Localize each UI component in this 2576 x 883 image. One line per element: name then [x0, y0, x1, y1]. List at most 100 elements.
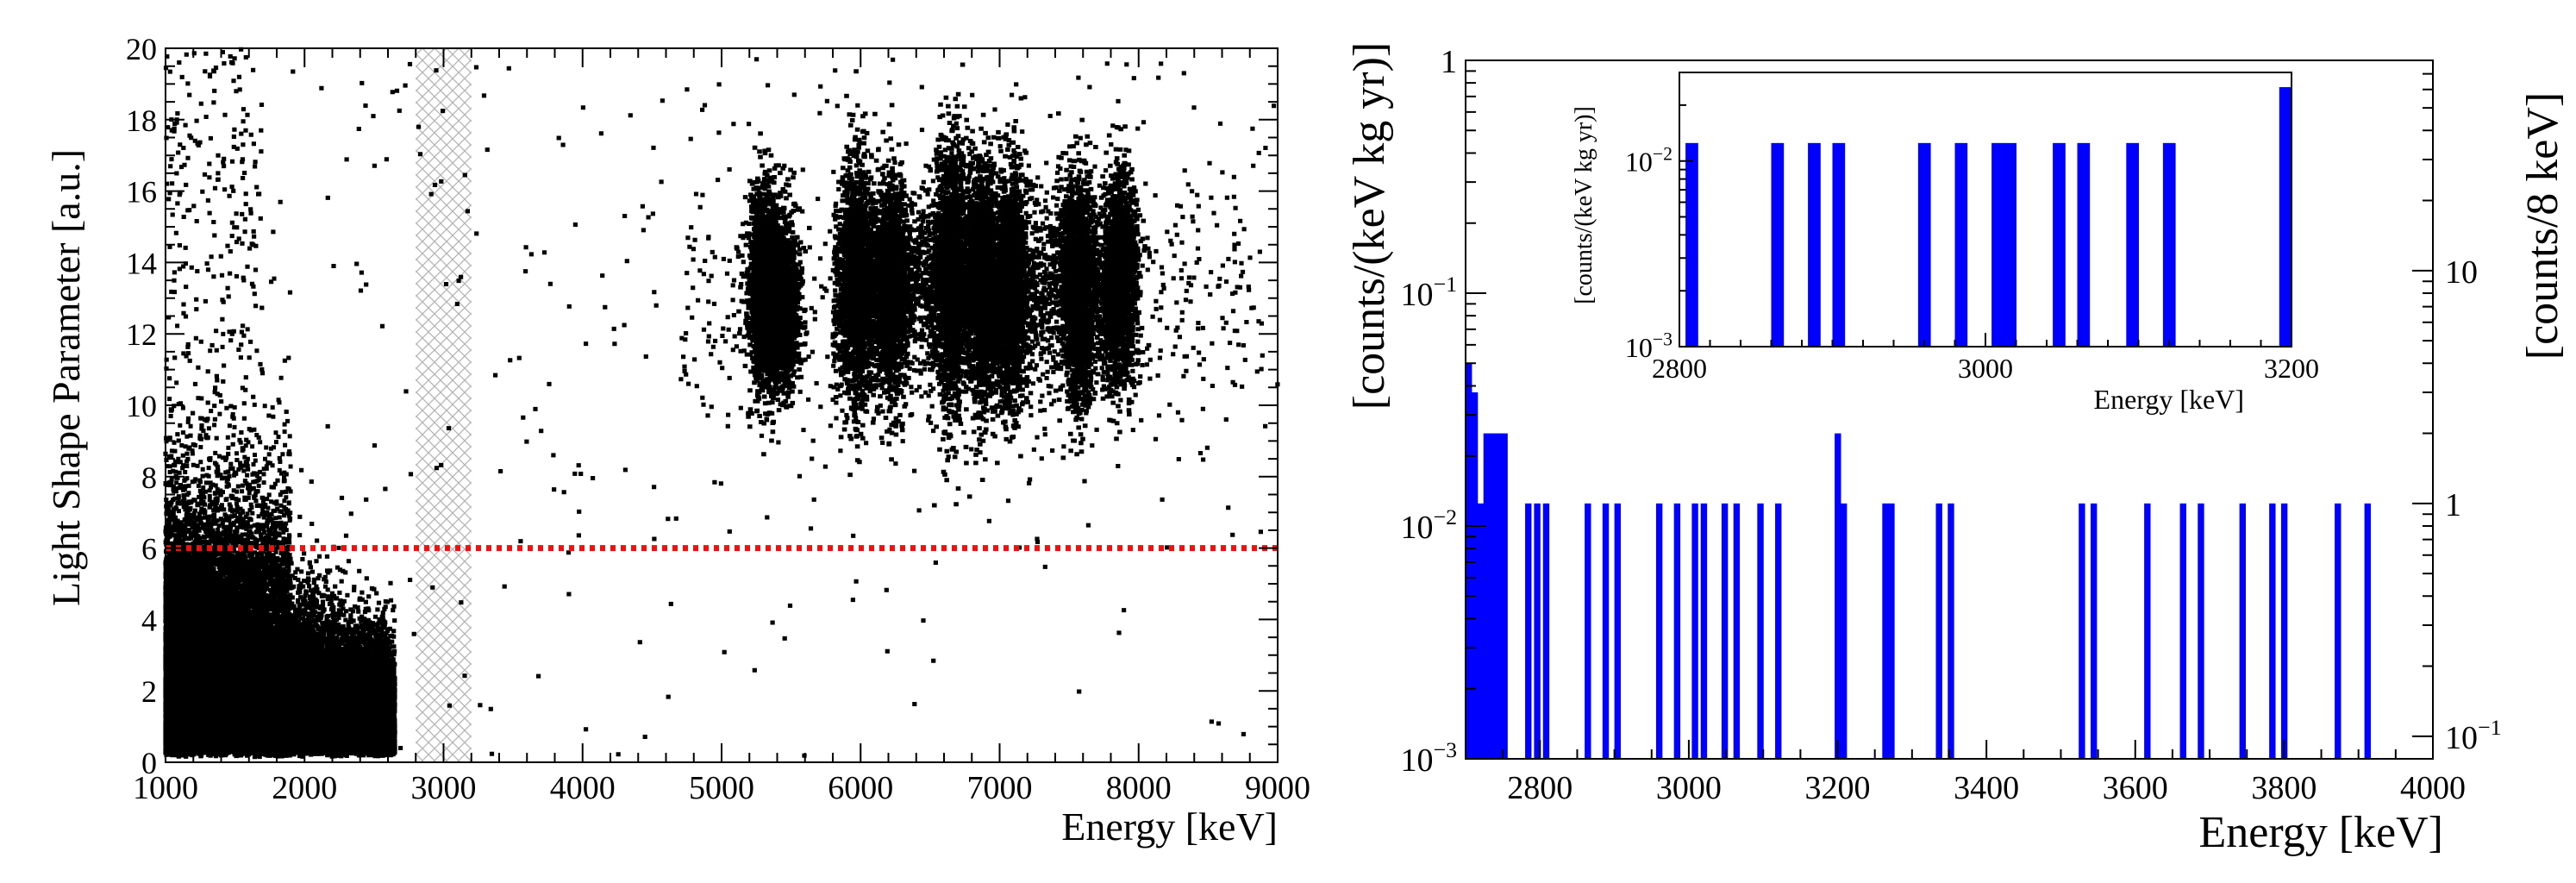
inset-bar	[1954, 142, 1968, 347]
x-tick-label: 7000	[967, 770, 1033, 806]
histogram-bar	[2280, 503, 2288, 759]
histogram-bar	[1602, 503, 1610, 759]
histogram-bar	[1471, 392, 1479, 759]
x-tick-label: 3000	[1958, 353, 2013, 384]
y-tick-label: 12	[126, 317, 157, 352]
histogram-panel: 2800 3000 3200 3400 3600 3800 4000 10−310−210−…	[1345, 42, 2567, 857]
histogram-bar	[1525, 503, 1532, 759]
histogram-bar	[1483, 433, 1491, 759]
y-tick-labels: 10−3 10−2	[1625, 143, 1673, 363]
y-tick-label: 1	[1441, 44, 1457, 80]
histogram-bar	[1466, 363, 1472, 759]
inset-x-axis-label: Energy [keV]	[2094, 384, 2244, 415]
histogram-bar	[1882, 503, 1889, 759]
histogram-bar	[1614, 503, 1622, 759]
inset-bar	[1771, 142, 1785, 347]
tick-path	[165, 47, 1279, 763]
histogram-bar	[1673, 503, 1681, 759]
x-tick-label: 2000	[272, 770, 337, 806]
y-tick-label: 0	[141, 746, 157, 780]
histogram-bar	[2239, 503, 2247, 759]
inset-bar	[2053, 142, 2066, 347]
histogram-bar	[1477, 503, 1485, 759]
x-tick-label: 3000	[411, 770, 477, 806]
inset-y-axis-label: [counts/(keV kg yr)]	[1571, 106, 1597, 304]
inset-bar	[2077, 142, 2091, 347]
y-tick-label: 10−1	[1401, 272, 1457, 313]
y-tick-label: 16	[126, 175, 157, 210]
inset-bars	[1685, 87, 2292, 348]
y-axis-label: Light Shape Parameter [a.u.]	[44, 149, 88, 606]
x-tick-label: 3400	[1954, 770, 2019, 806]
tick-marks	[1465, 59, 2434, 760]
y-tick-label: 18	[126, 103, 157, 138]
x-tick-label: 3200	[1805, 770, 1871, 806]
x-tick-label: 1000	[133, 770, 198, 806]
x-tick-label: 2800	[1507, 770, 1572, 806]
y-tick-label: 14	[126, 246, 157, 280]
y2-tick-labels: 10−1 1 10	[2445, 254, 2501, 756]
y-tick-label: 4	[141, 603, 157, 637]
histogram-bar	[1489, 433, 1497, 759]
histogram-bar	[1840, 503, 1848, 759]
inset-bar	[2126, 142, 2139, 347]
histogram-bar	[1935, 503, 1942, 759]
inset-bar	[2162, 142, 2176, 347]
histogram-bar	[2335, 503, 2342, 759]
y-tick-label: 10−3	[1401, 737, 1457, 779]
histogram-bar	[2364, 503, 2372, 759]
histogram-bar	[1721, 503, 1729, 759]
histogram-bar	[1495, 433, 1502, 759]
inset-bar	[1832, 142, 1846, 347]
histogram-bar	[1501, 433, 1508, 759]
histogram-bar	[2090, 503, 2098, 759]
tick-path	[1679, 103, 2292, 348]
histogram-bar	[1585, 503, 1591, 759]
y-tick-label: 10	[126, 389, 157, 423]
histogram-bar	[1700, 503, 1708, 759]
y-tick-label: 6	[141, 532, 157, 567]
scatter-dots	[163, 47, 1280, 760]
histogram-bar	[1888, 503, 1895, 759]
x-tick-label: 4000	[2400, 770, 2466, 806]
y-tick-label: 10−2	[1625, 143, 1673, 177]
y2-axis-label: [counts/8 keV]	[2518, 92, 2567, 360]
histogram-bar	[2198, 503, 2204, 759]
x-tick-label: 3600	[2103, 770, 2168, 806]
y-tick-label: 8	[141, 460, 157, 495]
x-tick-labels: 2800 3000 3200 3400 3600 3800 4000	[1507, 770, 2466, 806]
tick-marks	[165, 47, 1279, 763]
histogram-bar	[2179, 503, 2186, 759]
tick-path	[1465, 59, 2434, 760]
x-tick-label: 3200	[2264, 353, 2319, 384]
scatter-points	[163, 47, 1280, 760]
inset-bar	[1808, 142, 1821, 347]
histogram-bar	[1948, 503, 1954, 759]
histogram-bar	[1835, 433, 1841, 759]
y-tick-label: 2	[141, 674, 157, 709]
histogram-bar	[1775, 503, 1782, 759]
x-tick-label: 6000	[828, 770, 893, 806]
y2-tick-label: 1	[2445, 487, 2461, 523]
histogram-bar	[1542, 503, 1550, 759]
y2-tick-label: 10	[2445, 254, 2478, 291]
histogram-bar	[1691, 503, 1698, 759]
histogram-bar	[2144, 503, 2151, 759]
y-axis-label: [counts/(keV kg yr)]	[1345, 42, 1394, 410]
inset-bar	[1917, 142, 1931, 347]
y-tick-labels: 10−3 10−2 10−1 1	[1401, 44, 1457, 779]
inset-bar	[2004, 142, 2016, 347]
histogram-bar	[1757, 503, 1764, 759]
y-tick-label: 20	[126, 32, 157, 66]
x-tick-label: 3000	[1656, 770, 1722, 806]
x-axis-label: Energy [keV]	[1061, 805, 1278, 849]
histogram-bars	[1466, 363, 2372, 759]
x-tick-labels: 2800 3000 3200	[1652, 353, 2319, 384]
inset-histogram: 2800 3000 3200 10−3 10−2 Energy [keV] [coun…	[1571, 72, 2319, 415]
x-tick-label: 8000	[1106, 770, 1172, 806]
x-tick-label: 9000	[1245, 770, 1310, 806]
histogram-bar	[1655, 503, 1663, 759]
inset-bar	[2279, 87, 2292, 348]
y-tick-label: 10−2	[1401, 504, 1457, 546]
